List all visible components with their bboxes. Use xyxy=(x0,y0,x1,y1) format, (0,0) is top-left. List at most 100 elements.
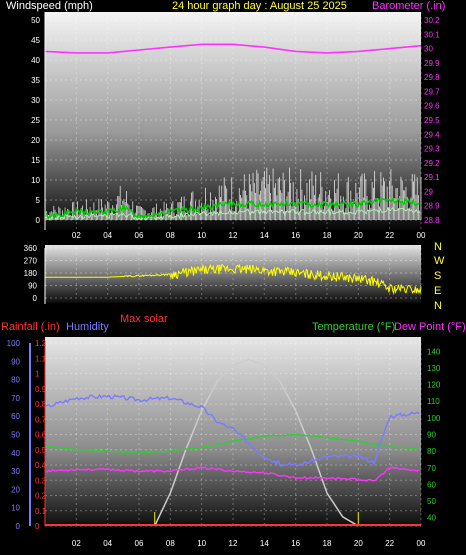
x-tick-label: 08 xyxy=(166,231,175,240)
x-tick-label: 16 xyxy=(291,539,300,548)
max-solar-label: Max solar xyxy=(120,313,168,325)
humidity-tick-label: 100 xyxy=(7,339,21,348)
y2-tick-label: 28.8 xyxy=(424,216,440,225)
direction-axes: 0 90 180 270 360 xyxy=(24,244,46,304)
humidity-tick-label: 90 xyxy=(11,357,20,366)
y2-tick-label: 29.9 xyxy=(424,59,440,68)
y2-tick-label: 29.8 xyxy=(424,73,440,82)
y-tick-label: 50 xyxy=(31,16,40,25)
temperature-label: Temperature (°F) xyxy=(312,321,395,333)
rain-tick-label: 0 xyxy=(35,522,40,531)
x-tick-label: 16 xyxy=(291,231,300,240)
graph-title: 24 hour graph day : August 25 2025 xyxy=(172,0,347,12)
temperature-series xyxy=(44,358,421,527)
x-tick-label: 12 xyxy=(229,231,238,240)
temp-tick-label: 140 xyxy=(427,347,441,356)
y2-tick-label: 29 xyxy=(424,187,433,196)
y2-tick-label: 28.9 xyxy=(424,202,440,211)
y2-tick-label: 30 xyxy=(424,45,433,54)
humidity-tick-label: 80 xyxy=(11,376,20,385)
temperature-axes: 010203040506070809010000.10.20.30.40.50.… xyxy=(7,339,441,548)
x-tick-label: 20 xyxy=(354,231,363,240)
compass-n-top: N xyxy=(434,241,442,253)
x-tick-label: 10 xyxy=(197,231,206,240)
y-tick-label: 0 xyxy=(33,294,38,303)
temperature-panel-bg xyxy=(45,337,421,528)
dewpoint-line xyxy=(44,466,420,482)
barometer-label: Barometer (.in) xyxy=(372,0,445,12)
x-tick-label: 00 xyxy=(417,539,426,548)
humidity-tick-label: 40 xyxy=(11,449,20,458)
x-tick-label: 04 xyxy=(103,539,112,548)
y2-tick-label: 29.6 xyxy=(424,102,440,111)
y-tick-label: 360 xyxy=(24,244,38,253)
rain-tick-label: 1.1 xyxy=(35,354,47,363)
rain-tick-label: 0.4 xyxy=(35,461,47,470)
humidity-tick-label: 20 xyxy=(11,485,20,494)
y2-tick-label: 29.4 xyxy=(424,130,440,139)
y-tick-label: 40 xyxy=(31,56,40,65)
max-solar-curve xyxy=(154,358,359,527)
x-tick-label: 04 xyxy=(103,231,112,240)
x-tick-label: 08 xyxy=(166,539,175,548)
temp-tick-label: 90 xyxy=(427,431,436,440)
x-tick-label: 00 xyxy=(417,231,426,240)
temp-tick-label: 60 xyxy=(427,480,436,489)
compass-s: S xyxy=(434,270,441,282)
y-tick-label: 35 xyxy=(31,76,40,85)
wind-direction-line xyxy=(45,263,422,296)
rain-tick-label: 0.9 xyxy=(35,385,47,394)
x-tick-label: 06 xyxy=(135,539,144,548)
humidity-tick-label: 10 xyxy=(11,504,20,513)
rainfall-label: Rainfall (.in) xyxy=(1,321,60,333)
x-tick-label: 18 xyxy=(323,231,332,240)
wind-series xyxy=(44,43,422,221)
humidity-label: Humidity xyxy=(66,321,109,333)
y2-tick-label: 29.7 xyxy=(424,87,440,96)
compass-w: W xyxy=(434,255,445,267)
humidity-tick-label: 30 xyxy=(11,467,20,476)
x-tick-label: 14 xyxy=(260,231,269,240)
y-tick-label: 270 xyxy=(24,257,38,266)
humidity-tick-label: 50 xyxy=(11,431,20,440)
y-tick-label: 180 xyxy=(24,269,38,278)
x-tick-label: 06 xyxy=(135,231,144,240)
rain-tick-label: 0.2 xyxy=(35,492,47,501)
y-tick-label: 5 xyxy=(36,196,41,205)
y2-tick-label: 29.3 xyxy=(424,145,440,154)
light-wind-line xyxy=(44,206,420,221)
y-tick-label: 25 xyxy=(31,116,40,125)
y-tick-label: 90 xyxy=(28,282,37,291)
dewpoint-label: Dew Point (°F) xyxy=(394,321,466,333)
avg-wind-line xyxy=(44,197,420,220)
y2-tick-label: 29.2 xyxy=(424,159,440,168)
x-tick-label: 02 xyxy=(72,539,81,548)
temp-tick-label: 70 xyxy=(427,464,436,473)
compass-n-bottom: N xyxy=(434,300,442,312)
direction-series xyxy=(45,263,422,296)
temp-tick-label: 50 xyxy=(427,497,436,506)
temp-tick-label: 100 xyxy=(427,414,441,423)
humidity-line xyxy=(44,393,420,467)
x-tick-label: 02 xyxy=(72,231,81,240)
y-tick-label: 10 xyxy=(31,176,40,185)
windspeed-label: Windspeed (mph) xyxy=(6,0,93,12)
y-tick-label: 0 xyxy=(36,216,41,225)
wind-axes: 0 5 10 15 20 25 30 35 40 45 50 28.8 28.9 29 29.1 29.2 29… xyxy=(31,12,440,240)
y2-tick-label: 29.1 xyxy=(424,173,440,182)
temp-tick-label: 40 xyxy=(427,514,436,523)
y-tick-label: 20 xyxy=(31,136,40,145)
rain-tick-label: 0.7 xyxy=(35,415,47,424)
x-tick-label: 18 xyxy=(323,539,332,548)
barometer-line xyxy=(44,43,422,54)
y2-tick-label: 29.5 xyxy=(424,116,440,125)
humidity-tick-label: 70 xyxy=(11,394,20,403)
rain-tick-label: 0.8 xyxy=(35,400,47,409)
humidity-tick-label: 0 xyxy=(16,522,21,531)
rain-tick-label: 1.2 xyxy=(35,339,47,348)
y-tick-label: 45 xyxy=(31,36,40,45)
compass-e: E xyxy=(434,285,441,297)
humidity-tick-label: 60 xyxy=(11,412,20,421)
x-tick-label: 20 xyxy=(354,539,363,548)
